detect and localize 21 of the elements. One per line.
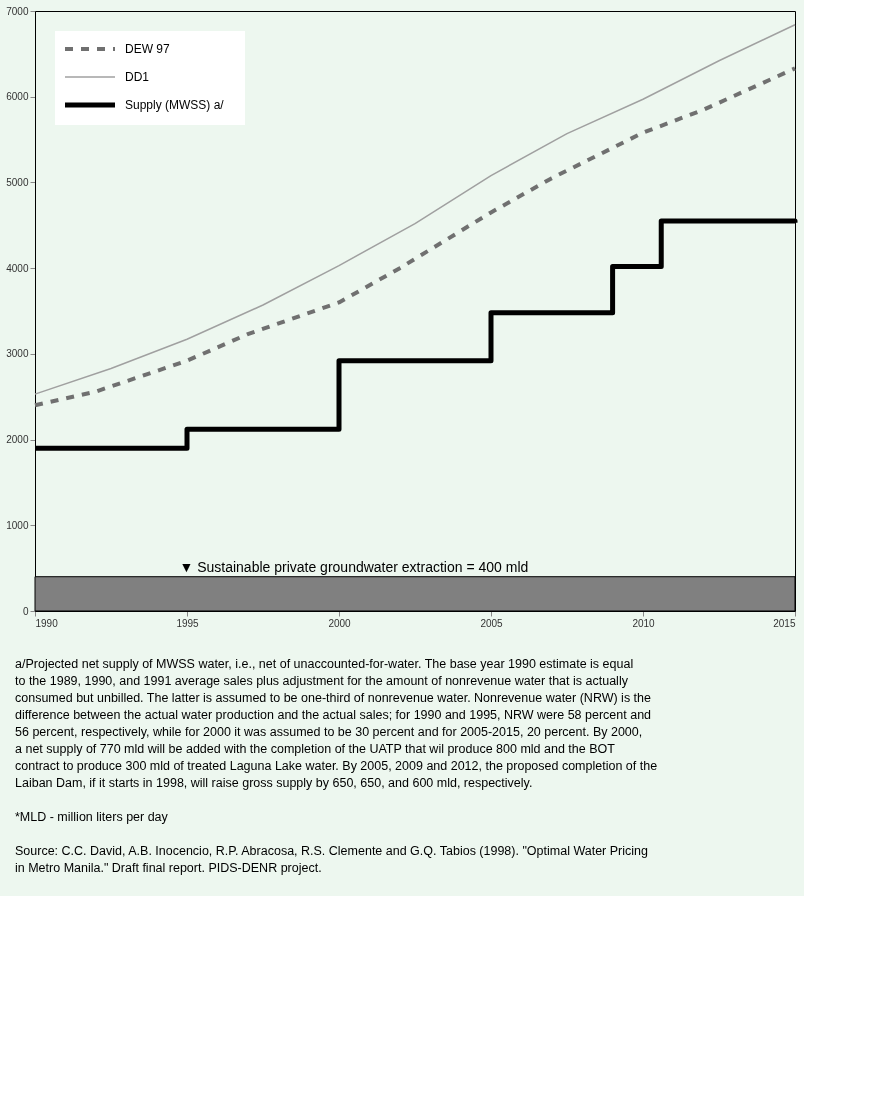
y-tick-label: 6000 [6,91,29,103]
legend-label: DEW 97 [125,42,170,56]
x-tick-label: 2010 [632,617,656,629]
source-note: Source: C.C. David, A.B. Inocencio, R.P. Abracosa, R.S. Clemente and G.Q. Tabios (1998). "Optimal Water Pricing in Metro Manila." Draft final report. PIDS-DENR project. [15,843,649,875]
y-tick-label: 4000 [6,262,29,274]
y-tick-label: 3000 [6,348,29,360]
y-tick-label: 1000 [6,519,29,531]
x-tick-label: 2005 [480,617,504,629]
y-tick-label: 2000 [6,434,29,446]
x-tick-label: 1990 [35,617,59,629]
y-tick-label: 7000 [6,5,29,17]
x-tick-label: 1995 [176,617,200,629]
x-tick-label: 2015 [773,617,796,629]
text: *MLD - million liters per day [15,809,169,824]
legend-label: DD1 [125,70,150,84]
band-label: ▼ Sustainable private groundwater extraction = 400 mld [179,558,529,575]
legend-label: Supply (MWSS) a/ [125,98,225,112]
x-tick-label: 2000 [328,617,352,629]
y-tick-label: 5000 [6,176,29,188]
text: a/Projected net supply of MWSS water, i.e., net of unaccounted-for-water. The base year 1990 estimate is equal to the 1989, 1990, and 1991 average sales plus adjustment for the amount of nonrevenue water that is actually consumed but unbilled. The latter is assumed to be one-third of nonrevenue water. Nonrevenue water (NRW) is the difference between the actual water production and the actual sales; for 1990 and 1995, NRW were 58 percent and 56 percent, respectively, while for 2000 it was assumed to be 30 percent and for 2005-2015, 20 percent. By 2000, a net supply of 770 mld will be added with the completion of the UATP that wil produce 800 mld and the BOT contract to produce 300 mld of treated Laguna Lake water. By 2005, 2009 and 2012, the proposed completion of the Laiban Dam, if it starts in 1998, will raise gross supply by 650, 650, and 600 mld, respectively. [15,656,658,790]
y-tick-label: 0 [22,605,29,617]
